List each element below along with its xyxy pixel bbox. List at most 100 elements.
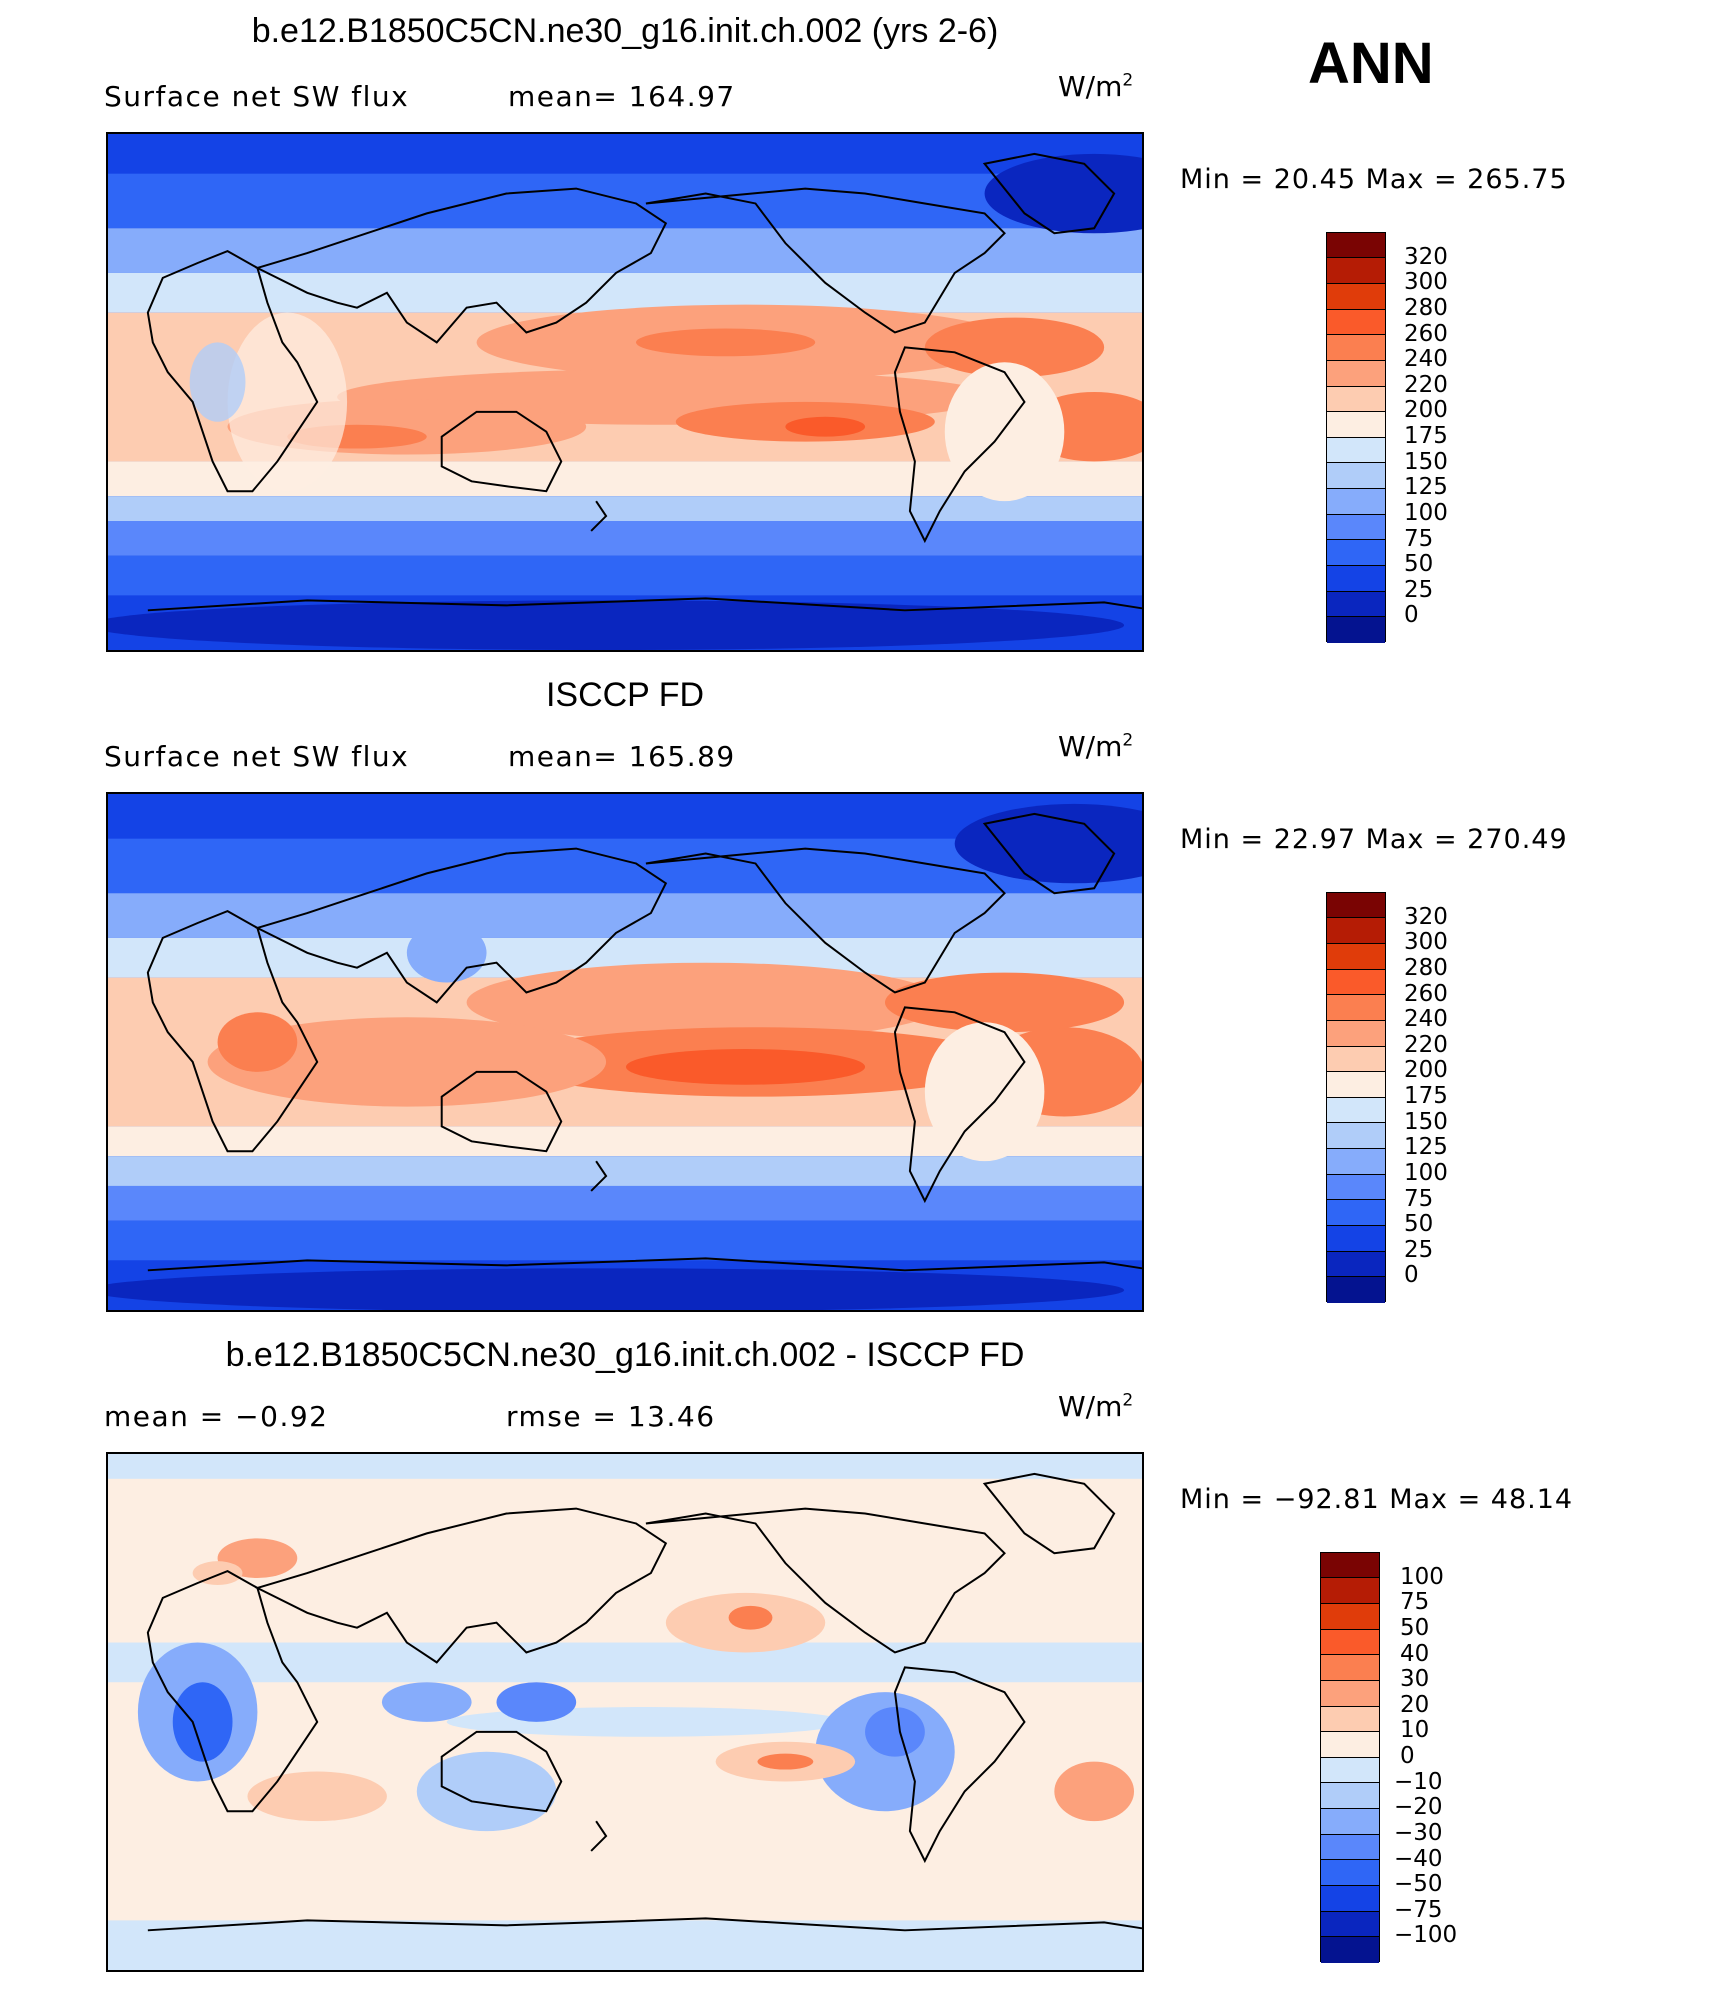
colorbar-swatch	[1327, 386, 1385, 413]
colorbar-tick-label: 240	[1404, 1006, 1448, 1033]
colorbar-tick-label: −10	[1394, 1768, 1443, 1795]
colorbar-swatch	[1327, 617, 1385, 643]
colorbar-tick-label: −50	[1394, 1871, 1443, 1898]
colorbar-tick-label: 0	[1404, 1262, 1419, 1289]
colorbar-swatch	[1327, 591, 1385, 618]
colorbar-swatch	[1327, 1174, 1385, 1201]
min-max-label: Min = −92.81 Max = 48.14	[1180, 1484, 1574, 1515]
colorbar-swatch	[1327, 1149, 1385, 1175]
colorbar-swatch	[1321, 1553, 1379, 1579]
min-max-label: Min = 22.97 Max = 270.49	[1180, 824, 1568, 855]
colorbar-diff	[1320, 1552, 1380, 1963]
colorbar-tick-label: 125	[1404, 1134, 1448, 1161]
colorbar-tick-label: 20	[1400, 1691, 1430, 1718]
colorbar-swatch	[1327, 1072, 1385, 1098]
colorbar-swatch	[1327, 437, 1385, 464]
colorbar-swatch	[1321, 1809, 1379, 1835]
colorbar-swatch	[1321, 1629, 1379, 1656]
colorbar-swatch	[1321, 1757, 1379, 1784]
colorbar-swatch	[1327, 918, 1385, 945]
map-diff-field	[108, 1454, 1142, 1970]
rmse-label: rmse = 13.46	[506, 1400, 716, 1433]
colorbar-swatch	[1327, 1200, 1385, 1226]
colorbar-labels-diff: 100 75 50 40 30 20 10 0 −10 −20 −30 −40 −50 −75 −100	[1394, 1552, 1490, 1962]
colorbar-swatch	[1327, 1123, 1385, 1150]
colorbar-swatch	[1321, 1783, 1379, 1810]
mean-label: mean= 164.97	[508, 80, 736, 113]
colorbar-swatch	[1321, 1885, 1379, 1912]
colorbar-tick-label: 200	[1404, 397, 1448, 424]
season-label: ANN	[1308, 31, 1434, 96]
colorbar-tick-label: 50	[1400, 1614, 1430, 1641]
colorbar-swatch	[1327, 995, 1385, 1021]
panel-title: ISCCP FD	[545, 676, 705, 714]
colorbar-tick-label: 300	[1404, 269, 1448, 296]
colorbar-tick-label: 150	[1404, 448, 1448, 475]
colorbar-tick-label: 240	[1404, 346, 1448, 373]
colorbar-tick-label: 25	[1404, 1236, 1434, 1263]
colorbar-tick-label: 175	[1404, 1083, 1448, 1109]
colorbar-swatch	[1327, 1046, 1385, 1073]
variable-label: Surface net SW flux	[104, 740, 410, 773]
map-obs-field	[108, 794, 1142, 1310]
min-max-label: Min = 20.45 Max = 265.75	[1180, 164, 1568, 195]
variable-label: Surface net SW flux	[104, 80, 410, 113]
colorbar-swatch	[1327, 360, 1385, 387]
colorbar-swatch	[1321, 1680, 1379, 1707]
colorbar-swatch	[1327, 233, 1385, 259]
colorbar-swatch	[1321, 1604, 1379, 1630]
colorbar-swatch	[1327, 893, 1385, 919]
colorbar-tick-label: 40	[1400, 1640, 1430, 1667]
units-label: W/m2	[1058, 1390, 1134, 1423]
colorbar-tick-label: 280	[1404, 294, 1448, 321]
colorbar-swatch	[1327, 309, 1385, 336]
colorbar-swatch	[1327, 463, 1385, 490]
colorbar-swatch	[1321, 1732, 1379, 1758]
colorbar-swatch	[1327, 1020, 1385, 1047]
units-label: W/m2	[1058, 730, 1134, 763]
colorbar-tick-label: 100	[1400, 1563, 1444, 1590]
colorbar-tick-label: 30	[1400, 1666, 1430, 1693]
map-diff	[106, 1452, 1144, 1972]
colorbar-labels-model: 320 300 280 260 240 220 200 175 150 125 100 75 50 25 0	[1404, 232, 1484, 642]
colorbar-tick-label: 260	[1404, 320, 1448, 347]
colorbar-tick-label: 100	[1404, 1159, 1448, 1186]
colorbar-tick-label: 200	[1404, 1057, 1448, 1084]
colorbar-tick-label: 75	[1404, 525, 1434, 552]
panel-title: b.e12.B1850C5CN.ne30_g16.init.ch.002 - I…	[225, 1336, 1025, 1374]
colorbar-tick-label: −20	[1394, 1794, 1443, 1821]
colorbar-swatch	[1321, 1655, 1379, 1681]
colorbar-swatch	[1321, 1911, 1379, 1938]
colorbar-tick-label: 220	[1404, 1031, 1448, 1058]
colorbar-swatch	[1327, 412, 1385, 438]
colorbar-swatch	[1327, 1251, 1385, 1278]
colorbar-swatch	[1327, 969, 1385, 996]
colorbar-tick-label: −40	[1394, 1845, 1443, 1872]
colorbar-swatch	[1327, 284, 1385, 310]
colorbar-tick-label: 75	[1400, 1589, 1430, 1616]
colorbar-tick-label: 10	[1400, 1717, 1430, 1744]
colorbar-tick-label: 320	[1404, 903, 1448, 930]
colorbar-tick-label: −100	[1394, 1922, 1458, 1949]
colorbar-swatch	[1327, 335, 1385, 361]
map-obs	[106, 792, 1144, 1312]
colorbar-tick-label: 175	[1404, 423, 1448, 449]
units-label: W/m2	[1058, 70, 1134, 103]
panel-title: b.e12.B1850C5CN.ne30_g16.init.ch.002 (yr…	[251, 12, 999, 50]
colorbar-swatch	[1327, 944, 1385, 970]
colorbar-model	[1326, 232, 1386, 643]
colorbar-tick-label: 320	[1404, 243, 1448, 270]
colorbar-tick-label: 220	[1404, 371, 1448, 398]
colorbar-tick-label: 50	[1404, 1211, 1434, 1238]
colorbar-tick-label: 260	[1404, 980, 1448, 1007]
colorbar-tick-label: 0	[1404, 602, 1419, 629]
colorbar-swatch	[1327, 489, 1385, 515]
colorbar-swatch	[1327, 1225, 1385, 1252]
colorbar-swatch	[1327, 514, 1385, 541]
colorbar-swatch	[1321, 1834, 1379, 1861]
colorbar-tick-label: 125	[1404, 474, 1448, 501]
colorbar-swatch	[1327, 1097, 1385, 1124]
mean-label: mean = −0.92	[104, 1400, 329, 1433]
colorbar-tick-label: 280	[1404, 954, 1448, 981]
colorbar-tick-label: 150	[1404, 1108, 1448, 1135]
